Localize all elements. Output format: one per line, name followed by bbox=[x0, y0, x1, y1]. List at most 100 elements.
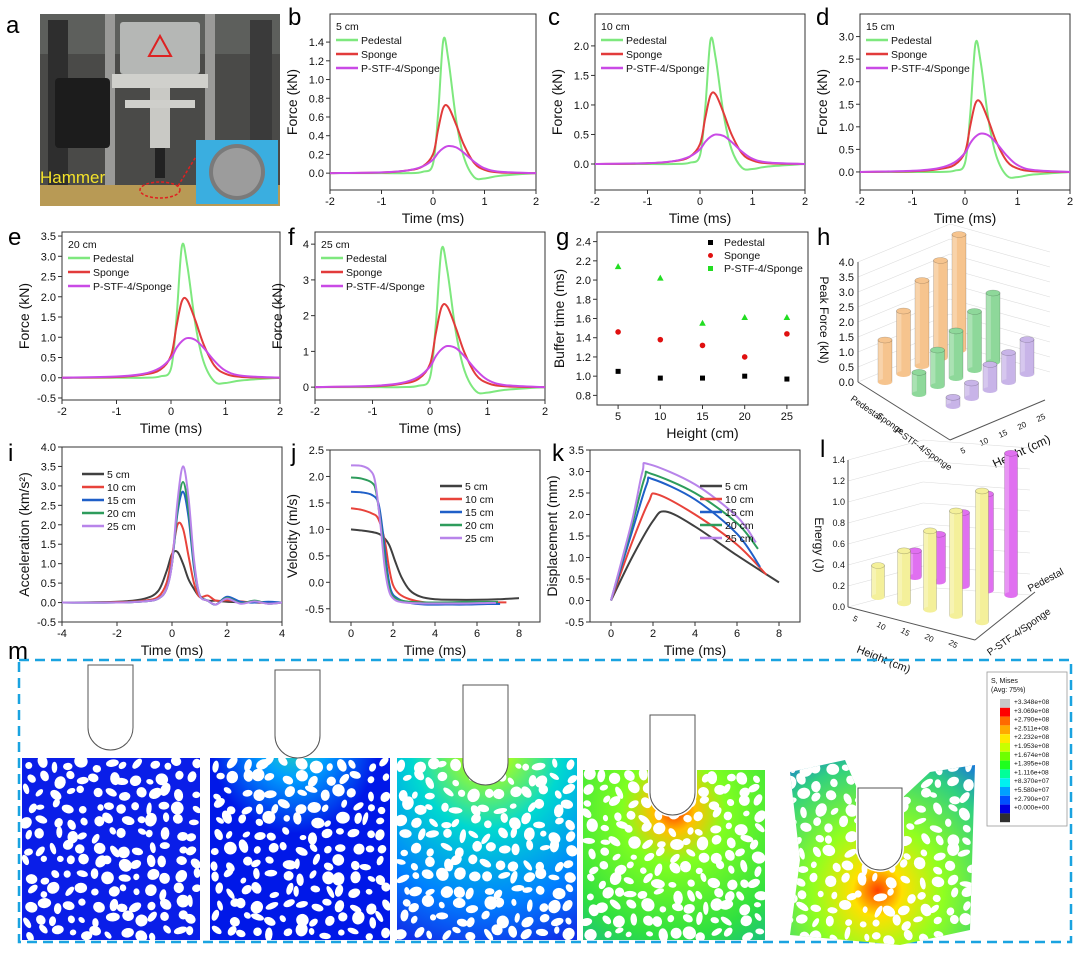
pore bbox=[295, 846, 308, 856]
pore bbox=[424, 792, 435, 800]
pore bbox=[550, 917, 564, 927]
dashed-frame bbox=[17, 658, 1073, 944]
pore bbox=[724, 849, 735, 861]
pore bbox=[164, 762, 172, 770]
pore bbox=[377, 806, 386, 815]
panel-label-f: f bbox=[288, 224, 295, 251]
pore bbox=[739, 904, 751, 916]
pore bbox=[321, 804, 329, 812]
pore bbox=[61, 804, 74, 814]
pore bbox=[412, 872, 420, 880]
height-tick-label: 15 bbox=[899, 626, 912, 639]
pore bbox=[265, 901, 279, 910]
pore bbox=[465, 887, 474, 900]
motor bbox=[55, 78, 110, 148]
legend-value: +2.511e+08 bbox=[1014, 725, 1049, 732]
pore bbox=[929, 825, 943, 833]
pore bbox=[457, 789, 466, 797]
pore bbox=[659, 906, 667, 913]
legend-label: Pedestal bbox=[361, 35, 402, 47]
pore bbox=[133, 888, 140, 896]
pore bbox=[958, 807, 970, 821]
series-line-20-cm bbox=[610, 470, 759, 601]
pore bbox=[671, 903, 684, 912]
pore bbox=[244, 759, 252, 772]
data-point bbox=[742, 373, 748, 379]
pore bbox=[614, 887, 625, 897]
pore bbox=[933, 852, 946, 861]
pore bbox=[243, 912, 251, 919]
pore bbox=[295, 901, 308, 908]
pore bbox=[612, 853, 621, 861]
pore bbox=[283, 871, 294, 881]
pore bbox=[839, 899, 852, 910]
panel-label-g: g bbox=[556, 224, 570, 251]
chart-k: 0 2 4 6 8 -0.5 0.0 0.5 1.0 1.5 2.0 2.5 3.0 3.5 Time (m… bbox=[544, 445, 801, 658]
data-point bbox=[700, 375, 705, 381]
y-tick-label: 3.0 bbox=[41, 251, 56, 263]
pore bbox=[109, 898, 119, 912]
pore bbox=[414, 926, 425, 938]
pore bbox=[945, 818, 952, 827]
pore bbox=[376, 855, 384, 866]
pore bbox=[467, 788, 480, 803]
pore bbox=[583, 837, 596, 844]
pore bbox=[485, 842, 496, 852]
pore bbox=[626, 899, 637, 909]
y-tick-label: -0.5 bbox=[37, 617, 56, 629]
legend-color-swatch bbox=[1000, 743, 1010, 752]
pore bbox=[160, 911, 169, 921]
pore bbox=[535, 928, 549, 937]
pore bbox=[282, 860, 297, 870]
legend-label: Pedestal bbox=[626, 35, 667, 47]
pore bbox=[626, 810, 636, 820]
legend-value: +3.348e+08 bbox=[1014, 699, 1050, 706]
pore bbox=[477, 804, 490, 813]
y-tick-label: 1.4 bbox=[309, 37, 324, 49]
pore bbox=[961, 886, 974, 897]
legend: 25 cm Pedestal Sponge P-STF-4/Sponge bbox=[321, 239, 425, 293]
pore bbox=[215, 882, 223, 894]
pore bbox=[295, 770, 308, 782]
pore bbox=[644, 852, 655, 862]
pore bbox=[600, 847, 610, 856]
y-tick-label: 3.0 bbox=[839, 32, 854, 44]
pore bbox=[839, 815, 849, 828]
pore bbox=[25, 762, 33, 769]
pore bbox=[65, 886, 75, 896]
x-tick-label: -2 bbox=[310, 406, 320, 418]
gridline bbox=[949, 238, 1051, 268]
x-tick-label: 4 bbox=[692, 628, 698, 640]
pore bbox=[365, 933, 373, 940]
pore bbox=[176, 856, 187, 865]
pore bbox=[367, 830, 375, 839]
pore bbox=[210, 861, 218, 872]
pore bbox=[173, 882, 184, 894]
pore bbox=[962, 824, 971, 833]
gridline bbox=[847, 544, 924, 566]
y-tick-label: 0.5 bbox=[574, 129, 589, 141]
pore bbox=[179, 846, 188, 854]
pore bbox=[221, 810, 232, 824]
pore bbox=[796, 773, 806, 785]
pore bbox=[251, 859, 261, 868]
legend-color-swatch bbox=[1000, 813, 1010, 823]
y-tick-label: 0.0 bbox=[41, 598, 56, 610]
pore bbox=[715, 860, 725, 870]
pore bbox=[25, 829, 32, 840]
data-point bbox=[615, 368, 621, 374]
pore bbox=[948, 804, 958, 812]
legend-color-swatch bbox=[1000, 707, 1010, 717]
y-tick-label: 3.0 bbox=[41, 481, 56, 493]
pore bbox=[118, 858, 132, 872]
pore bbox=[628, 836, 641, 849]
y-tick-label: 2.5 bbox=[569, 488, 584, 500]
pore bbox=[844, 926, 851, 940]
pore bbox=[670, 927, 682, 939]
pore bbox=[87, 773, 99, 783]
pore bbox=[36, 915, 46, 925]
pore bbox=[108, 886, 120, 897]
pore bbox=[465, 905, 479, 914]
pore bbox=[695, 932, 705, 940]
pore bbox=[650, 879, 665, 889]
